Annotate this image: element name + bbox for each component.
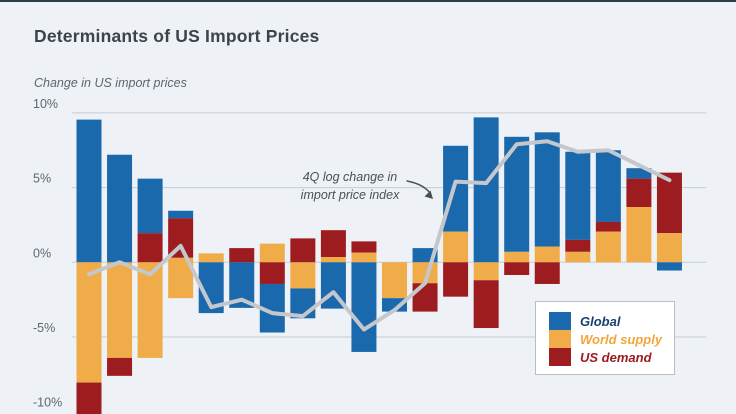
bar-segment-us_demand <box>534 262 560 284</box>
annotation-line-1: 4Q log change in <box>302 170 398 184</box>
bar-segment-world_supply <box>382 262 407 299</box>
bar-segment-global <box>626 168 652 179</box>
world-supply-swatch <box>549 330 571 348</box>
y-tick--10%: -10% <box>33 396 62 410</box>
bar-segment-global <box>534 132 560 247</box>
y-tick-10%: 10% <box>33 97 58 111</box>
bar-segment-us_demand <box>107 357 133 376</box>
bar-segment-world_supply <box>198 253 224 263</box>
import-price-line <box>87 139 672 332</box>
bar-segment-global <box>137 178 163 234</box>
bar-segment-world_supply <box>351 252 377 263</box>
line-annotation: 4Q log change in import price index <box>288 168 412 204</box>
legend-label-us-demand: US demand <box>580 349 652 365</box>
legend-label-global: Global <box>580 313 621 329</box>
legend-label-world-supply: World supply <box>580 331 663 347</box>
bar-segment-global <box>76 119 102 263</box>
global-swatch <box>549 312 571 330</box>
bar-segment-world_supply <box>473 262 499 281</box>
y-tick-5%: 5% <box>33 172 51 186</box>
page-title: Determinants of US Import Prices <box>34 26 320 46</box>
us-demand-swatch <box>549 348 571 366</box>
bar-segment-global <box>168 210 194 219</box>
bar-segment-us_demand <box>229 248 255 263</box>
bar-segment-us_demand <box>290 238 316 263</box>
bar-segment-world_supply <box>259 243 285 263</box>
legend-item-world-supply: World supply <box>549 330 674 348</box>
legend: Global World supply US demand <box>535 301 675 375</box>
annotation-arrowhead <box>424 190 433 199</box>
bar-segment-global <box>473 117 499 263</box>
bar-segment-world_supply <box>626 207 652 263</box>
bar-segment-global <box>107 154 133 263</box>
bar-segment-world_supply <box>290 262 316 289</box>
bar-segment-world_supply <box>320 257 346 263</box>
bar-segment-us_demand <box>626 178 652 208</box>
bar-segment-us_demand <box>259 262 285 284</box>
bar-segment-us_demand <box>473 280 499 329</box>
bar-segment-us_demand <box>565 239 591 252</box>
bar-segment-global <box>382 298 407 312</box>
bar-segment-us_demand <box>76 382 102 414</box>
bar-segment-world_supply <box>76 262 102 383</box>
bar-segment-global <box>443 145 469 232</box>
bar-segment-us_demand <box>137 233 163 263</box>
bar-segment-global <box>595 150 621 222</box>
bar-segment-us_demand <box>595 221 621 232</box>
bar-segment-world_supply <box>565 251 591 263</box>
bar-segment-us_demand <box>412 283 438 312</box>
y-tick-0%: 0% <box>33 246 51 260</box>
y-axis-caption: Change in US import prices <box>34 76 187 90</box>
bar-segment-global <box>565 151 591 240</box>
bar-segment-us_demand <box>443 262 469 297</box>
legend-item-us-demand: US demand <box>549 348 674 366</box>
legend-item-global: Global <box>549 312 674 330</box>
bar-segment-us_demand <box>351 241 377 253</box>
annotation-arrow <box>406 180 431 194</box>
bar-segment-us_demand <box>656 172 682 234</box>
bar-segment-world_supply <box>504 251 530 263</box>
bar-segment-world_supply <box>137 262 163 358</box>
bar-segment-world_supply <box>443 231 469 263</box>
y-tick--5%: -5% <box>33 321 55 335</box>
bar-segment-global <box>351 262 377 352</box>
annotation-line-2: import price index <box>300 188 400 202</box>
top-accent-bar <box>0 0 736 2</box>
bar-segment-world_supply <box>595 231 621 263</box>
bar-segment-us_demand <box>320 230 346 258</box>
bar-segment-us_demand <box>504 262 530 275</box>
bar-segment-world_supply <box>656 233 682 263</box>
bar-segment-world_supply <box>107 262 133 358</box>
bar-segment-global <box>656 262 682 271</box>
bar-segment-world_supply <box>534 246 560 263</box>
